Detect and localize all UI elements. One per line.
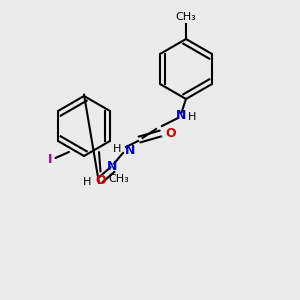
Text: N: N bbox=[176, 109, 187, 122]
Text: H: H bbox=[188, 112, 196, 122]
Text: I: I bbox=[48, 153, 52, 166]
Text: CH₃: CH₃ bbox=[108, 174, 129, 184]
Text: H: H bbox=[83, 176, 92, 187]
Text: CH₃: CH₃ bbox=[176, 13, 197, 22]
Text: H: H bbox=[113, 144, 122, 154]
Text: N: N bbox=[107, 160, 118, 173]
Text: O: O bbox=[165, 127, 175, 140]
Text: N: N bbox=[124, 143, 135, 157]
Text: O: O bbox=[95, 174, 106, 187]
